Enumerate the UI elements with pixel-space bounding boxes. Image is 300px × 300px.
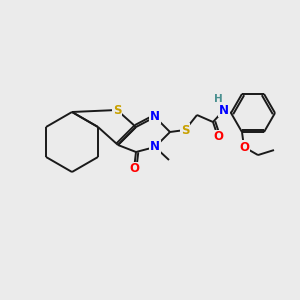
Text: N: N bbox=[219, 103, 229, 116]
Text: S: S bbox=[113, 103, 121, 116]
Text: O: O bbox=[129, 163, 139, 176]
Text: S: S bbox=[181, 124, 189, 136]
Text: O: O bbox=[213, 130, 223, 143]
Text: H: H bbox=[214, 94, 222, 104]
Text: N: N bbox=[150, 110, 160, 124]
Text: N: N bbox=[150, 140, 160, 154]
Text: O: O bbox=[239, 141, 249, 154]
